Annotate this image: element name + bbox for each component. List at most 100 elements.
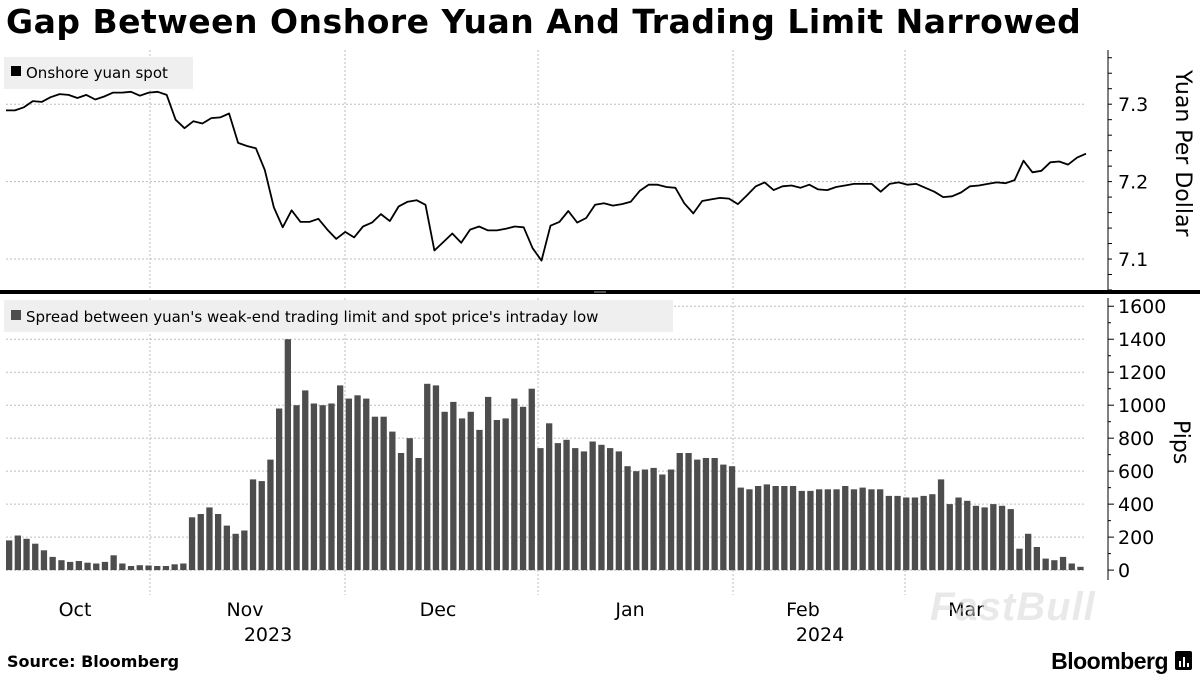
- spread-bar: [354, 395, 361, 571]
- spread-bar: [188, 517, 196, 571]
- spread-bar: [885, 495, 892, 571]
- spread-bar: [737, 487, 744, 571]
- spread-bar: [293, 405, 300, 571]
- y-tick-label-top: 7.1: [1118, 249, 1148, 271]
- y-tick-label-bottom: 600: [1118, 461, 1154, 483]
- legend-spread-swatch: [11, 310, 21, 320]
- spread-bar: [607, 448, 614, 571]
- x-month-label: Jan: [614, 599, 644, 621]
- spread-bar: [371, 416, 379, 571]
- spread-bar: [842, 486, 849, 571]
- spread-bar: [868, 489, 875, 571]
- spread-bar: [258, 481, 265, 571]
- spread-bar: [319, 405, 326, 571]
- spread-bar: [519, 406, 527, 571]
- spread-bar: [728, 466, 736, 571]
- spread-bar: [93, 563, 100, 571]
- y-tick-label-bottom: 1600: [1118, 296, 1166, 318]
- spread-bar: [528, 388, 535, 571]
- spread-bar: [816, 489, 823, 571]
- spread-bar: [633, 471, 640, 571]
- spread-bar: [1016, 548, 1023, 571]
- spread-bar: [136, 565, 143, 571]
- spread-bar: [990, 504, 997, 571]
- x-year-label: 2024: [796, 624, 844, 646]
- spread-bar: [397, 453, 405, 571]
- x-month-label: Mar: [948, 599, 984, 621]
- x-month-label: Feb: [786, 599, 820, 621]
- spread-bar: [40, 550, 48, 571]
- spread-bar: [424, 383, 431, 571]
- brand-logo: Bloomberg: [1051, 648, 1168, 674]
- spread-bar: [894, 495, 901, 571]
- spread-bar: [685, 453, 692, 571]
- bloomberg-icon: [1175, 651, 1192, 670]
- chart-title: Gap Between Onshore Yuan And Trading Lim…: [6, 2, 1082, 41]
- spread-bar: [589, 441, 596, 571]
- spread-bar: [763, 484, 770, 571]
- spread-bar: [667, 469, 675, 571]
- spread-bar: [49, 556, 56, 571]
- spread-bar: [998, 505, 1006, 571]
- spread-bar: [310, 403, 318, 571]
- spread-bar: [467, 411, 474, 571]
- spread-bar: [171, 564, 178, 571]
- spread-bar: [580, 451, 588, 571]
- legend-spot: Onshore yuan spot: [4, 57, 193, 89]
- spread-bar: [1042, 558, 1049, 571]
- spread-bar: [180, 563, 187, 571]
- spread-bar: [755, 486, 762, 571]
- x-year-label: 2023: [244, 624, 292, 646]
- spread-bar: [615, 451, 622, 571]
- legend-spread-label: Spread between yuan's weak-end trading l…: [26, 308, 598, 326]
- spread-bar: [694, 459, 701, 571]
- spread-bar: [432, 385, 440, 571]
- y-tick-label-bottom: 800: [1118, 428, 1154, 450]
- y-tick-label-bottom: 400: [1118, 494, 1154, 516]
- spread-bar: [850, 489, 858, 571]
- spread-bar: [441, 411, 448, 571]
- spread-bar: [206, 507, 213, 571]
- spread-bar: [23, 538, 30, 571]
- spread-bar: [859, 487, 866, 571]
- spread-bar: [276, 408, 283, 571]
- spot-line-chart: [6, 90, 1087, 262]
- legend-spread-box: [4, 300, 673, 332]
- spread-bar: [215, 514, 222, 571]
- spread-bar: [676, 453, 683, 571]
- watermark: FastBull: [930, 585, 1096, 629]
- legend-spread: Spread between yuan's weak-end trading l…: [4, 300, 673, 332]
- spread-bar: [493, 420, 500, 571]
- spread-bar: [641, 469, 649, 571]
- spread-bar: [284, 339, 291, 571]
- spread-bar: [58, 560, 65, 571]
- spread-bar: [1025, 533, 1032, 571]
- spread-bar: [981, 507, 988, 571]
- spread-bar: [511, 398, 518, 571]
- spread-bar: [650, 467, 657, 571]
- y-tick-label-bottom: 0: [1118, 560, 1130, 582]
- spread-bar: [937, 479, 945, 571]
- y-axis-title-bottom: Pips: [1168, 420, 1193, 464]
- x-month-label: Oct: [59, 599, 92, 621]
- y-tick-label-bottom: 1200: [1118, 362, 1166, 384]
- source-note: Source: Bloomberg: [7, 652, 180, 671]
- spread-bar: [877, 489, 884, 571]
- legend-spot-swatch: [11, 66, 21, 76]
- spread-bar: [746, 489, 753, 571]
- spread-bar: [720, 464, 727, 571]
- spread-bar: [415, 458, 422, 571]
- spread-bar: [502, 418, 509, 571]
- spread-bar: [824, 489, 831, 571]
- spread-bar: [32, 543, 39, 571]
- spread-bar: [833, 489, 840, 571]
- spread-bar: [920, 495, 927, 571]
- spread-bar: [154, 566, 161, 571]
- spread-bar: [119, 563, 126, 571]
- spread-bar: [241, 530, 248, 571]
- spread-bar: [598, 444, 605, 571]
- spread-bar: [903, 497, 910, 571]
- spread-bar: [267, 459, 274, 571]
- spread-bar: [162, 566, 170, 571]
